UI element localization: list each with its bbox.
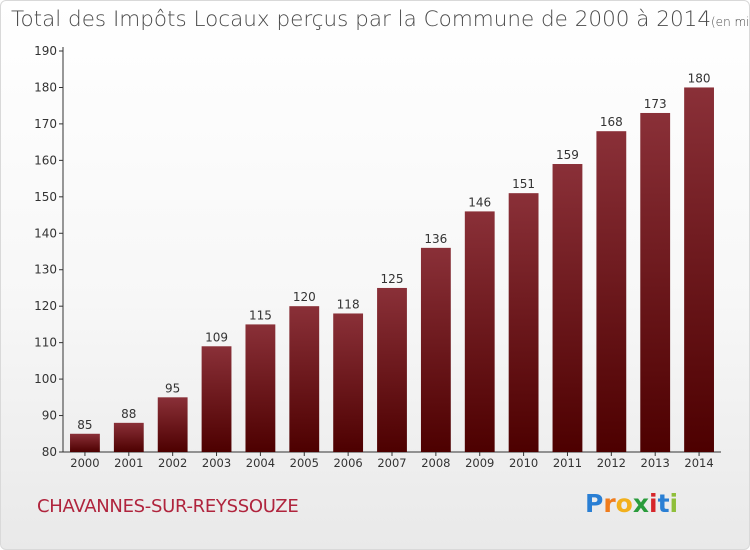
bar-2008 <box>420 247 451 452</box>
bar-2001 <box>113 422 144 452</box>
y-tick-label: 80 <box>42 445 57 459</box>
bar-2000 <box>70 433 100 452</box>
value-label: 151 <box>512 177 535 191</box>
logo-letter: P <box>585 489 604 518</box>
value-label: 88 <box>121 407 136 421</box>
bar-2011 <box>552 164 583 452</box>
logo-letter: o <box>615 489 633 518</box>
title-text: Total des Impôts Locaux perçus par la Co… <box>11 7 711 32</box>
bar-2013 <box>640 112 671 453</box>
x-tick-label: 2004 <box>246 456 275 470</box>
value-label: 159 <box>556 148 579 162</box>
bar-2009 <box>464 211 495 452</box>
x-tick-label: 2012 <box>597 456 626 470</box>
bar-2005 <box>289 306 320 452</box>
axes: 80 90 100 110 120 130 140 150 160 170 180 190 <box>34 44 721 459</box>
x-tick-label: 2013 <box>641 456 670 470</box>
bar-2004 <box>245 324 276 452</box>
y-tick-label: 160 <box>34 153 57 167</box>
bar-2003 <box>201 346 232 452</box>
bar-2014 <box>684 87 714 453</box>
logo-letter: i <box>649 489 658 518</box>
x-tick-label: 2003 <box>202 456 231 470</box>
commune-name: CHAVANNES-SUR-REYSSOUZE <box>37 496 299 517</box>
bar-2010 <box>508 193 539 452</box>
value-label: 109 <box>205 330 228 344</box>
logo-letter: i <box>669 489 679 518</box>
y-tick-label: 120 <box>34 299 57 313</box>
value-label: 120 <box>293 290 316 304</box>
unit-label: (en milliers d'€) <box>711 15 750 29</box>
x-tick-label: 2002 <box>158 456 187 470</box>
value-label: 85 <box>77 418 92 432</box>
y-tick-label: 130 <box>34 263 57 277</box>
value-label: 95 <box>165 381 180 395</box>
value-label: 168 <box>600 115 623 129</box>
x-tick-label: 2008 <box>421 456 450 470</box>
proxiti-logo[interactable]: Proxiti <box>585 489 678 518</box>
bar-2007 <box>377 287 407 452</box>
logo-letter: t <box>657 489 670 518</box>
x-tick-label: 2014 <box>684 456 713 470</box>
y-tick-label: 140 <box>34 226 57 240</box>
logo-letter: x <box>632 489 649 518</box>
logo-letter: r <box>603 489 616 518</box>
y-tick-label: 180 <box>34 80 57 94</box>
y-tick-label: 110 <box>34 336 57 350</box>
bars: 85 2000 88 2001 95 2002 109 2003 115 2004 120 2005 1… <box>70 71 714 470</box>
x-tick-label: 2000 <box>70 456 99 470</box>
x-tick-label: 2005 <box>290 456 319 470</box>
value-label: 180 <box>688 71 711 85</box>
value-label: 125 <box>381 272 404 286</box>
value-label: 118 <box>337 297 360 311</box>
x-tick-label: 2011 <box>553 456 582 470</box>
x-tick-label: 2001 <box>114 456 143 470</box>
x-tick-label: 2006 <box>333 456 362 470</box>
value-label: 115 <box>249 308 272 322</box>
y-tick-label: 100 <box>34 372 57 386</box>
value-label: 173 <box>644 97 667 111</box>
bar-2006 <box>333 313 364 452</box>
value-label: 136 <box>424 232 447 246</box>
y-tick-label: 190 <box>34 44 57 58</box>
bar-2012 <box>596 131 627 452</box>
bar-2002 <box>157 397 188 452</box>
chart-title: Total des Impôts Locaux perçus par la Co… <box>11 7 750 32</box>
x-tick-label: 2007 <box>377 456 406 470</box>
y-tick-label: 170 <box>34 117 57 131</box>
y-tick-label: 150 <box>34 190 57 204</box>
value-label: 146 <box>468 195 491 209</box>
y-tick-label: 90 <box>42 409 57 423</box>
x-tick-label: 2010 <box>509 456 538 470</box>
x-tick-label: 2009 <box>465 456 494 470</box>
